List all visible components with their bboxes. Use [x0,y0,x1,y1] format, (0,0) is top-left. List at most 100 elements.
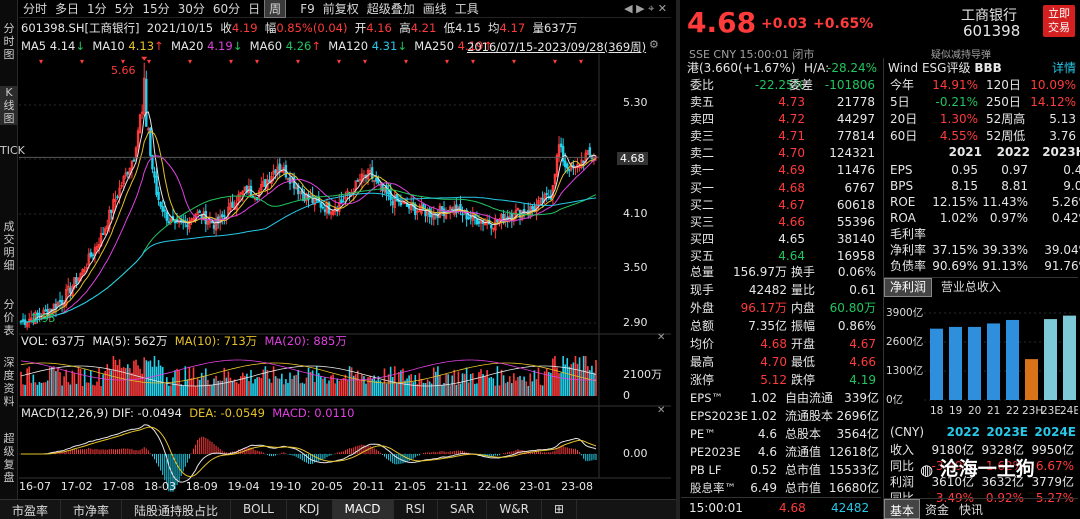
nav-arrows-icon[interactable]: ◀ ▶ ⌖ ✕ [624,1,667,15]
candle-body [299,190,302,194]
ma10-label: MA10 4.13↑ [92,39,164,53]
volume-bar [293,375,295,396]
pane-divider[interactable] [676,0,680,519]
period-intraday[interactable]: 分时 [23,2,48,16]
tab-macd[interactable]: MACD [332,500,394,519]
volume-bar [502,375,505,396]
candle-body [537,199,540,205]
volume-bar [437,366,439,396]
period-15min[interactable]: 15分 [142,2,170,16]
trade-now-button[interactable]: 立即交易 [1043,5,1075,37]
period-30min[interactable]: 30分 [177,2,205,16]
candle-body [288,177,292,184]
period-1min[interactable]: 1分 [87,2,107,16]
period-5min[interactable]: 5分 [114,2,135,16]
candle-body [97,243,101,249]
candle-body [120,185,123,187]
candle-body [522,209,526,214]
tab-net-profit[interactable]: 净利润 [884,278,933,297]
period-60min[interactable]: 60分 [212,2,241,16]
tab-pe[interactable]: 市盈率 [0,500,62,519]
ask-label: 卖一 [690,163,715,177]
tab-rsi[interactable]: RSI [394,500,439,519]
tab-northbound[interactable]: 陆股通持股占比 [122,500,232,519]
candle-body [545,193,548,195]
volume-bar [87,382,90,396]
overlay-button[interactable]: 超级叠加 [366,2,415,16]
tab-revenue[interactable]: 营业总收入 [940,280,1001,294]
event-marker-icon: ▾ [512,57,516,66]
date-range-label[interactable]: 2016/07/15-2023/09/28(369周) [467,40,647,54]
tab-kdj[interactable]: KDJ [287,500,333,519]
perf-label: 52周高 [986,112,1026,126]
volume-bar [281,373,283,396]
adjust-button[interactable]: 前复权 [322,2,359,16]
profit-bar [987,323,1000,400]
profile-bottom-tabs: 基本 资金 快讯 [884,498,1078,519]
candle-body [71,285,74,297]
tab-pb[interactable]: 市净率 [61,500,123,519]
tab-sar[interactable]: SAR [438,500,488,519]
event-marker-icon: ▾ [188,57,192,66]
period-day[interactable]: 日 [248,2,261,16]
tab-news[interactable]: 快讯 [959,503,984,517]
vol-tick: 0 [623,389,630,402]
close-panel-icon[interactable]: ✕ [657,405,666,416]
volume-bar [340,379,343,396]
stat-label: 跌停 [791,373,816,387]
forecast-value: 3779亿 [1031,475,1074,489]
volume-bar [476,383,478,396]
tab-price-table[interactable]: 分价表 [3,298,15,337]
volume-bar [545,368,548,396]
candle-body [303,194,306,202]
tools-button[interactable]: 工具 [454,2,479,16]
period-multiday[interactable]: 多日 [55,2,80,16]
forecast-label: 利润 [890,475,915,489]
tab-basic[interactable]: 基本 [884,499,921,519]
volume-bar [350,367,353,396]
volume-bar [309,371,312,396]
volume-bar [221,380,224,396]
volume-bar [254,378,256,396]
fund-value: 339亿 [844,391,879,405]
volume-bar [32,374,35,396]
volume-bar [322,378,324,396]
candle-body [122,176,125,185]
volume-bar [317,373,320,396]
kline-chart[interactable]: ▾ ▾ ▾ ▾ ▾ ▾ ▾ ▾ ▾ ▾ ▾ ▾ ▾ ▾ ▾ ▾ [19,18,671,500]
volume-bar [523,376,525,396]
x-tick: 16-07 [19,480,51,493]
close-panel-icon[interactable]: ✕ [657,332,666,343]
forecast-row: 收入 9180亿 9328亿 9950亿 [884,442,1078,459]
fin-value: 0.97% [989,211,1028,225]
add-indicator-button[interactable]: ⊞ [542,500,578,519]
order-ratio-row: 委比 -22.25% 委差 -101806 [690,78,875,92]
volume-bar [589,370,591,396]
volume-bar [283,384,285,396]
tab-wr[interactable]: W&R [487,500,542,519]
volume-bar [443,382,445,396]
tab-kline[interactable]: K线图 [0,86,18,125]
draw-button[interactable]: 画线 [422,2,447,16]
tab-tick[interactable]: TICK [0,144,25,157]
tab-boll[interactable]: BOLL [231,500,287,519]
settings-icon[interactable]: ⚙ [649,38,659,51]
x-tick: 19-04 [227,480,260,493]
kline-chart-area[interactable]: ▾ ▾ ▾ ▾ ▾ ▾ ▾ ▾ ▾ ▾ ▾ ▾ ▾ ▾ ▾ ▾ 601398.SH[工商银行] 2021/10… [19,18,671,500]
forecast-year: 2023E [986,425,1028,439]
bar-chart-tabs: 净利润 营业总收入 [884,277,1078,297]
tab-trade-detail[interactable]: 成交明细 [3,220,15,272]
volume-bar [398,372,400,396]
volume-bar [131,372,133,396]
volume-bar [412,382,415,396]
f9-button[interactable]: F9 [300,1,315,16]
tab-depth[interactable]: 深度资料 [3,356,15,408]
period-week[interactable]: 周 [264,0,287,18]
tab-replay[interactable]: 超级复盘 [3,432,15,484]
tab-funds[interactable]: 资金 [925,503,950,517]
volume-bar [90,370,92,396]
bid-row: 买三 4.66 55396 [681,214,881,231]
stat-label: 内盘 [791,301,816,315]
tab-intraday[interactable]: 分时图 [3,22,15,61]
esg-detail-link[interactable]: 详情 [1051,61,1076,75]
